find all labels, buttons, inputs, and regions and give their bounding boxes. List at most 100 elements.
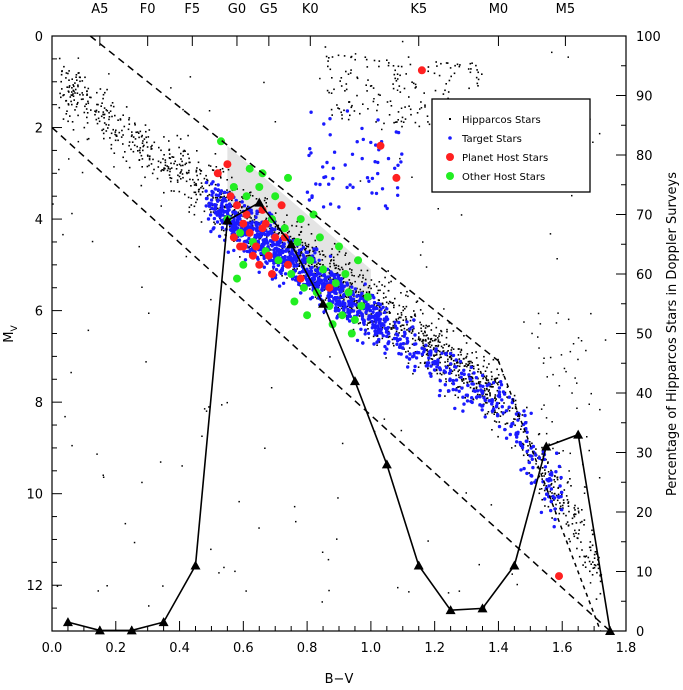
target-star <box>338 296 342 300</box>
hipparcos-star <box>68 70 70 72</box>
hipparcos-star <box>517 415 519 417</box>
target-star <box>483 415 487 419</box>
hipparcos-star <box>201 191 204 193</box>
hipparcos-star <box>390 328 392 330</box>
hipparcos-outlier <box>56 585 59 587</box>
target-star <box>397 320 401 325</box>
hipparcos-star <box>452 330 455 332</box>
other-host-star <box>331 279 340 288</box>
hipparcos-star <box>543 489 546 492</box>
hipparcos-giant <box>386 59 388 61</box>
hipparcos-outlier <box>319 77 321 80</box>
hipparcos-star <box>138 159 141 161</box>
hipparcos-giant <box>356 94 358 97</box>
hipparcos-star <box>581 509 583 511</box>
x-tick-label: 0.2 <box>105 641 126 656</box>
hipparcos-mdwarf <box>563 367 566 370</box>
hipparcos-star <box>414 313 416 315</box>
target-subgiant <box>370 191 374 195</box>
hipparcos-star <box>103 137 105 140</box>
hipparcos-outlier <box>327 558 330 561</box>
hipparcos-outlier <box>341 442 344 445</box>
hipparcos-outlier <box>443 308 445 310</box>
hipparcos-mdwarf <box>580 340 583 342</box>
hipparcos-giant <box>340 85 343 87</box>
hipparcos-star <box>246 217 248 220</box>
hipparcos-star <box>206 178 208 181</box>
target-star <box>501 411 505 415</box>
hipparcos-star <box>343 299 345 301</box>
hipparcos-star <box>251 195 254 197</box>
hipparcos-giant <box>393 121 395 124</box>
target-star <box>226 206 230 210</box>
hipparcos-star <box>230 215 233 217</box>
hipparcos-star <box>330 259 333 261</box>
hipparcos-star <box>206 179 209 182</box>
hipparcos-outlier <box>96 453 98 455</box>
target-star <box>255 212 259 216</box>
hipparcos-star <box>395 318 397 321</box>
hipparcos-giant <box>328 57 330 59</box>
hipparcos-star <box>424 331 426 334</box>
hipparcos-star <box>571 523 574 525</box>
hipparcos-star <box>75 105 78 108</box>
hipparcos-star <box>541 498 543 501</box>
target-star <box>351 292 355 297</box>
hipparcos-star <box>105 123 107 126</box>
target-star <box>426 361 431 365</box>
target-star <box>534 453 538 457</box>
hipparcos-star <box>367 328 369 330</box>
hipparcos-star <box>168 157 171 159</box>
hipparcos-outlier <box>598 477 601 479</box>
target-star <box>557 495 561 499</box>
hipparcos-star <box>167 167 170 170</box>
hipparcos-outlier <box>589 582 592 584</box>
target-star <box>363 332 367 336</box>
hipparcos-star <box>274 212 277 214</box>
hipparcos-star <box>221 167 224 170</box>
hipparcos-outlier <box>321 601 323 603</box>
hipparcos-star <box>387 336 390 339</box>
hipparcos-star <box>190 185 192 187</box>
hipparcos-star <box>444 361 446 363</box>
hipparcos-star <box>178 146 180 149</box>
hipparcos-giant <box>404 118 407 120</box>
hipparcos-star <box>486 393 488 396</box>
hipparcos-star <box>461 362 463 364</box>
target-subgiant <box>399 160 403 164</box>
hipparcos-giant <box>396 121 398 123</box>
target-star <box>355 338 360 343</box>
hipparcos-star <box>111 102 114 104</box>
hipparcos-star <box>161 169 163 171</box>
target-subgiant <box>394 130 398 134</box>
hipparcos-star <box>587 556 590 559</box>
target-star <box>496 394 500 398</box>
hipparcos-star <box>379 289 381 292</box>
target-star <box>457 389 461 393</box>
hipparcos-star <box>351 308 354 311</box>
hipparcos-outlier <box>458 590 461 592</box>
hipparcos-star <box>398 316 401 319</box>
hipparcos-star <box>593 553 596 556</box>
target-star <box>438 379 442 383</box>
planet-host-star <box>392 173 401 182</box>
target-star <box>332 275 337 280</box>
hipparcos-star <box>169 168 171 170</box>
hipparcos-star <box>279 245 281 247</box>
target-star <box>236 217 240 222</box>
planet-host-star <box>417 66 426 75</box>
hipparcos-star <box>589 546 592 549</box>
hipparcos-star <box>388 330 390 333</box>
target-subgiant <box>395 186 400 190</box>
hipparcos-star <box>181 160 183 163</box>
spectral-type-label: M5 <box>556 2 576 17</box>
hipparcos-star <box>577 507 579 510</box>
hipparcos-star <box>136 131 139 133</box>
hipparcos-star <box>190 197 193 199</box>
target-star <box>208 213 213 217</box>
hipparcos-star <box>87 137 90 140</box>
hipparcos-star <box>426 352 429 355</box>
hipparcos-star <box>438 357 441 359</box>
hipparcos-outlier <box>556 258 558 260</box>
target-star <box>338 301 342 305</box>
